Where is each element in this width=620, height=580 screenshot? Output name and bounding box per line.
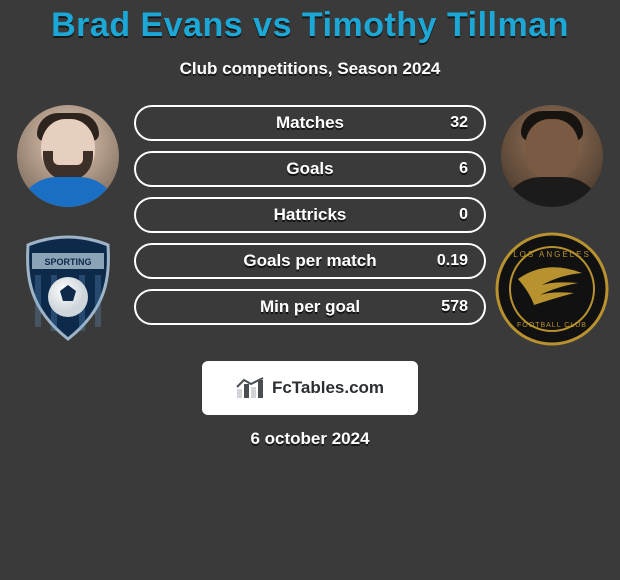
date-text: 6 october 2024 <box>0 429 620 449</box>
svg-text:LOS ANGELES: LOS ANGELES <box>513 250 591 259</box>
stat-label: Goals per match <box>243 251 376 271</box>
stat-bar: Matches 32 <box>134 105 486 141</box>
stat-value-right: 0.19 <box>437 252 468 270</box>
stat-bar: Goals per match 0.19 <box>134 243 486 279</box>
left-club-crest: SPORTING <box>10 231 126 347</box>
svg-text:SPORTING: SPORTING <box>44 257 91 267</box>
comparison-bars: Matches 32 Goals 6 Hattricks 0 Goals per match… <box>130 105 490 335</box>
stat-value-right: 0 <box>459 206 468 224</box>
brand-text: FcTables.com <box>272 378 384 398</box>
stat-bar: Min per goal 578 <box>134 289 486 325</box>
brand-chart-icon <box>236 377 264 399</box>
stat-value-right: 32 <box>450 114 468 132</box>
page-title: Brad Evans vs Timothy Tillman <box>0 0 620 45</box>
stat-label: Min per goal <box>260 297 360 317</box>
stat-bar: Goals 6 <box>134 151 486 187</box>
stat-label: Goals <box>286 159 333 179</box>
stat-bar: Hattricks 0 <box>134 197 486 233</box>
svg-text:FOOTBALL CLUB: FOOTBALL CLUB <box>517 322 587 329</box>
left-player-avatar <box>17 105 119 207</box>
right-player-avatar <box>501 105 603 207</box>
brand-badge: FcTables.com <box>202 361 418 415</box>
stat-value-right: 6 <box>459 160 468 178</box>
subtitle: Club competitions, Season 2024 <box>0 59 620 79</box>
right-club-crest: LOS ANGELES FOOTBALL CLUB <box>494 231 610 347</box>
stat-label: Matches <box>276 113 344 133</box>
stat-label: Hattricks <box>274 205 347 225</box>
stat-value-right: 578 <box>441 298 468 316</box>
